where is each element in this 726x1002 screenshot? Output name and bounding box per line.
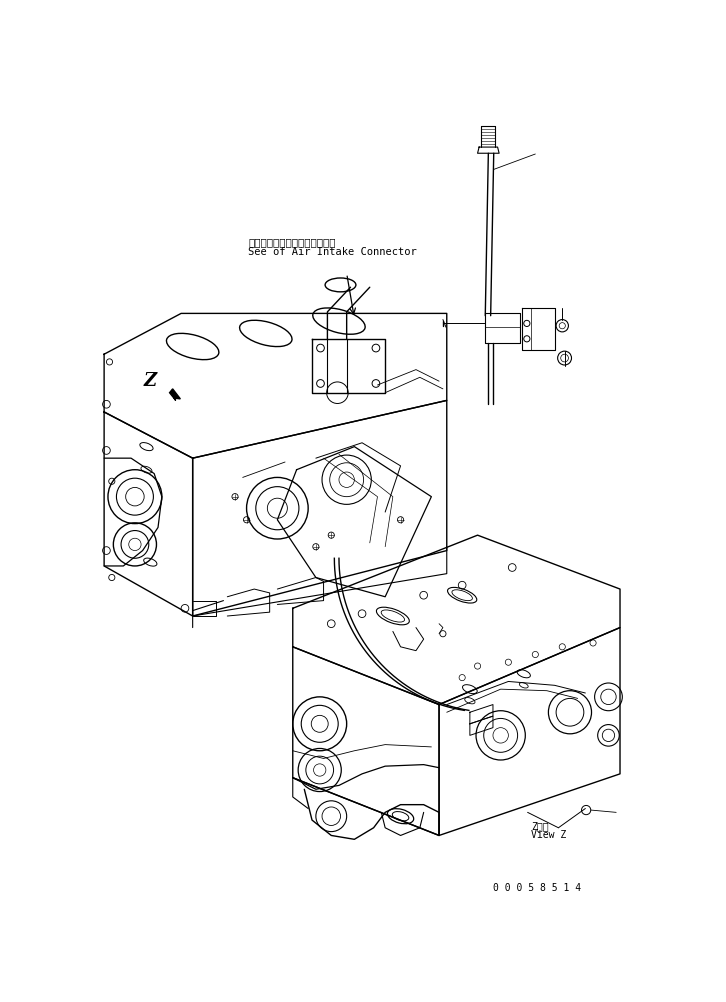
Text: エアーインテークコネクタ参照: エアーインテークコネクタ参照 — [248, 237, 335, 247]
Text: See of Air Intake Connector: See of Air Intake Connector — [248, 247, 417, 258]
Text: Z　視: Z 視 — [531, 821, 549, 831]
Text: 0 0 0 5 8 5 1 4: 0 0 0 5 8 5 1 4 — [493, 882, 581, 892]
Text: Z: Z — [144, 372, 157, 389]
Polygon shape — [170, 390, 180, 401]
Text: View Z: View Z — [531, 830, 567, 840]
